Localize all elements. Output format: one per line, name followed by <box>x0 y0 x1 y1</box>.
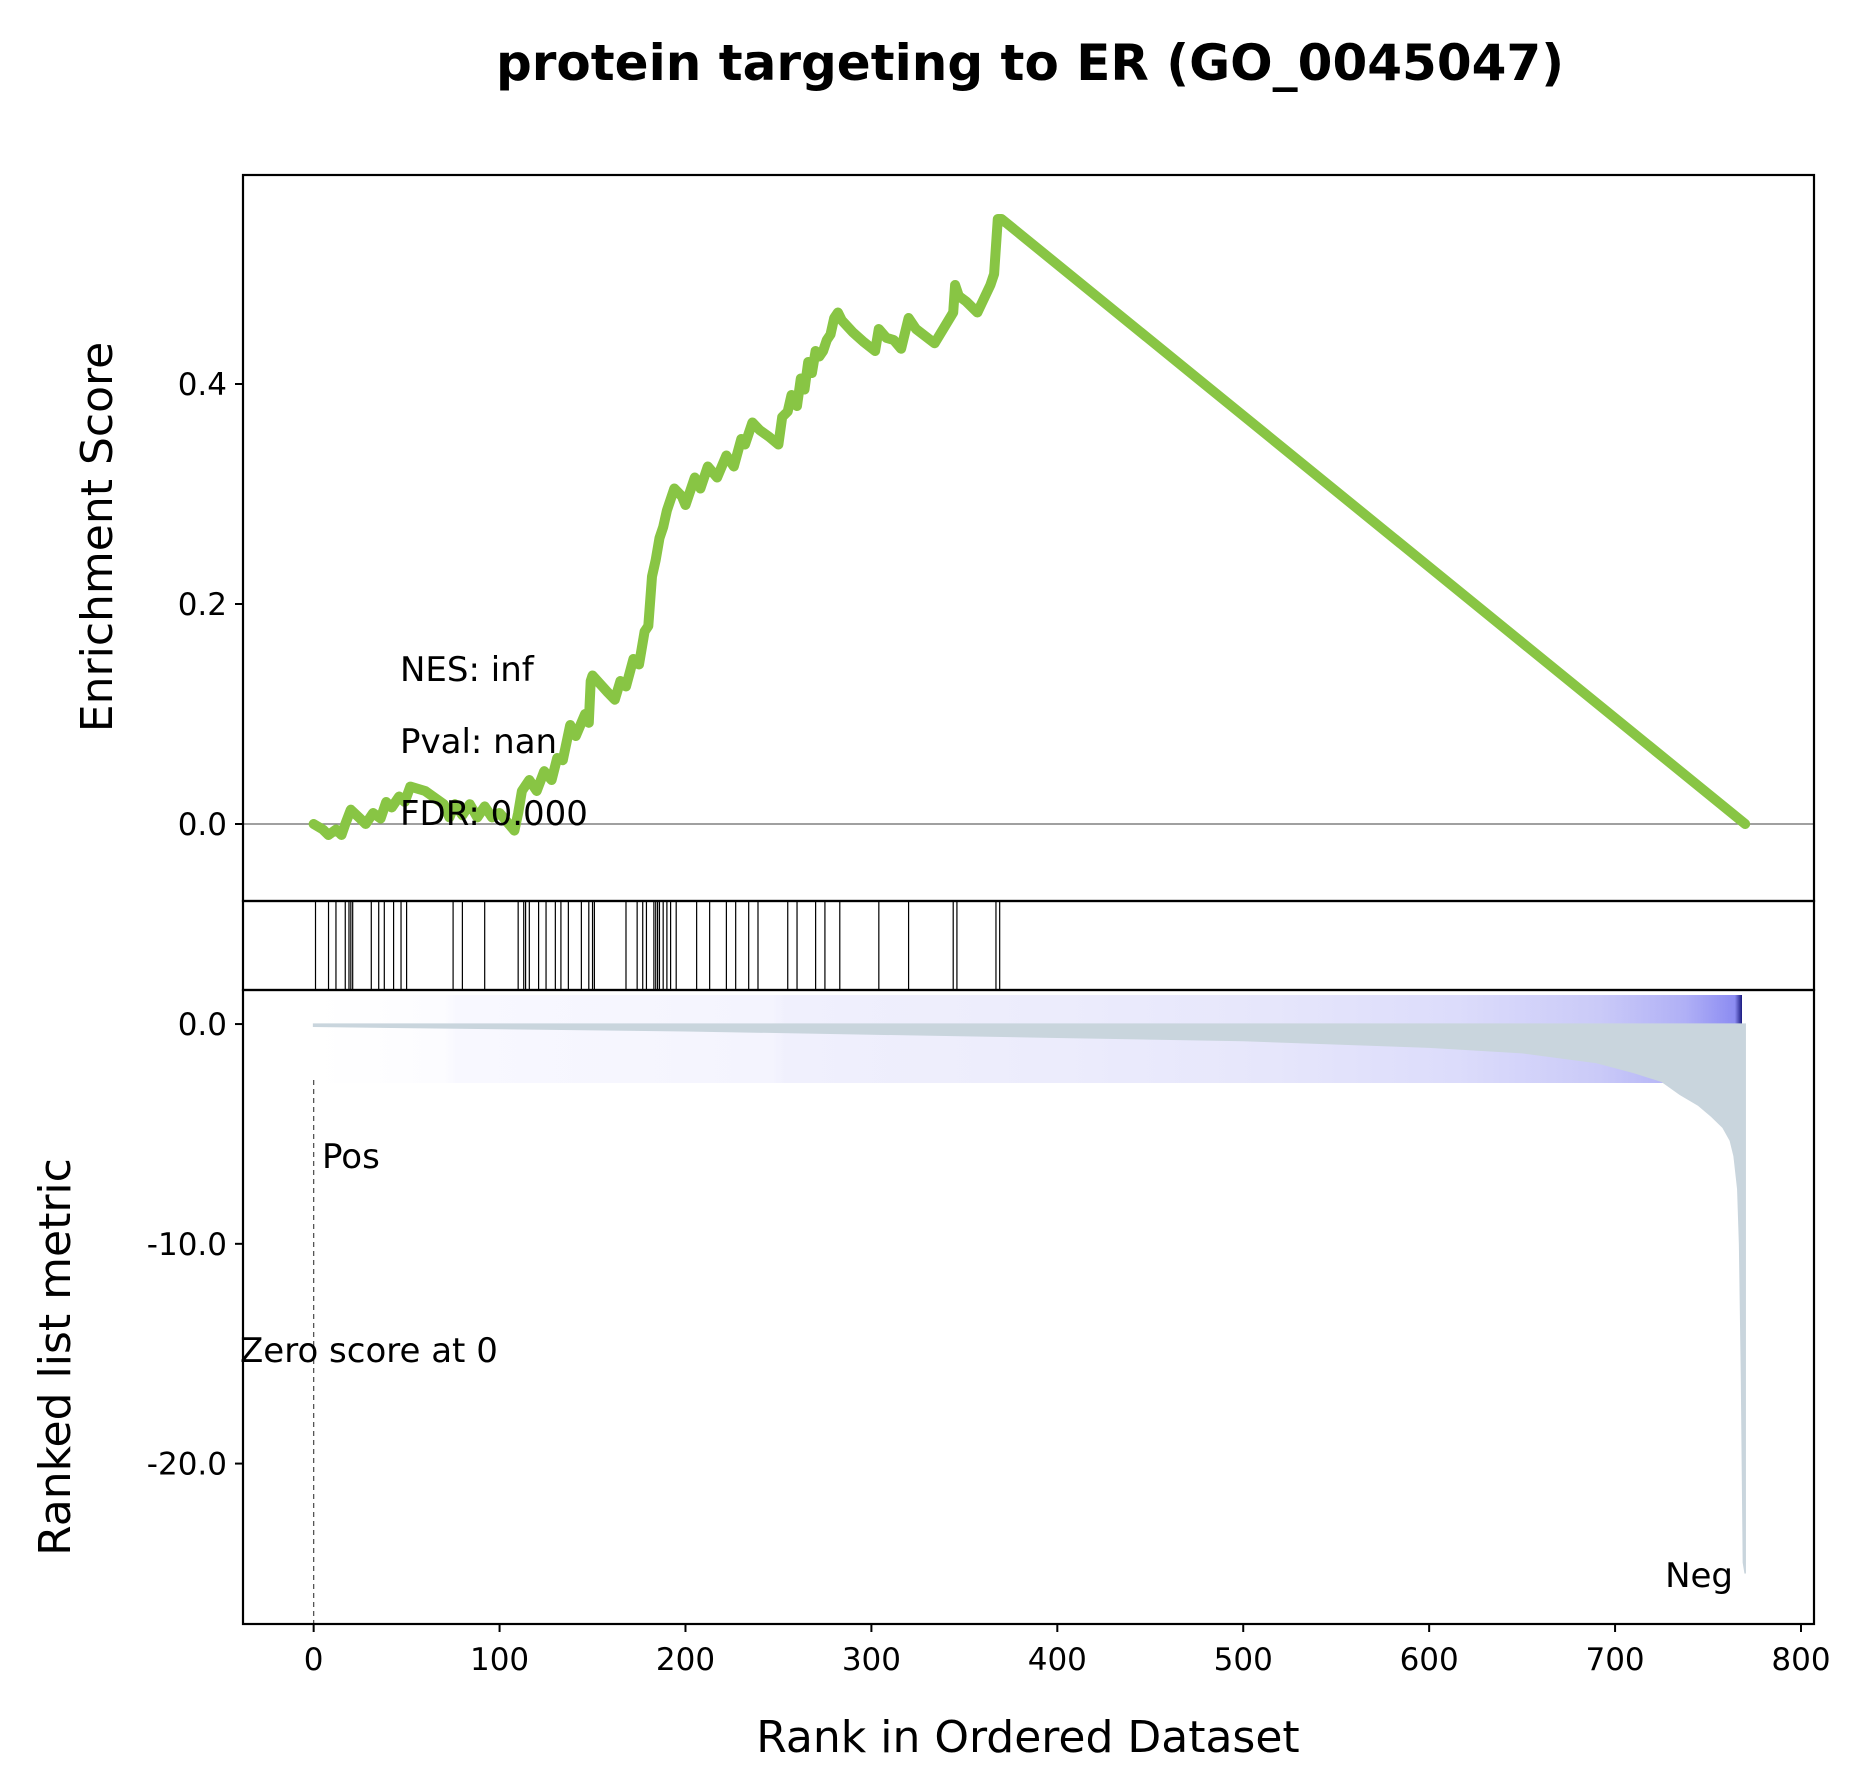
pos-label: Pos <box>322 1137 380 1177</box>
enrichment-panel: 0.0 0.2 0.4 Enrichment Score NES: inf Pval… <box>72 173 1816 903</box>
neg-label: Neg <box>1665 1556 1733 1596</box>
pval-annotation: Pval: nan <box>400 722 557 762</box>
x-tick-label: 800 <box>1771 1642 1830 1678</box>
ranked-metric-panel: Zero score at 0 Pos Neg 0.0 -10.0 -20.0 0 1… <box>30 988 1831 1763</box>
x-tick-label: 500 <box>1214 1642 1273 1678</box>
x-tick-label: 0 <box>304 1642 324 1678</box>
x-tick-label: 600 <box>1400 1642 1459 1678</box>
ranked-metric-area <box>312 1023 1746 1574</box>
x-ticks: 0 100 200 300 400 500 600 700 800 <box>304 1624 1831 1678</box>
es-y-tick-label: 0.2 <box>178 587 227 623</box>
fdr-annotation: FDR: 0.000 <box>400 794 588 834</box>
chart-title: protein targeting to ER (GO_0045047) <box>496 34 1564 92</box>
gene-hit-marks <box>314 901 1001 990</box>
x-tick-label: 400 <box>1028 1642 1087 1678</box>
rm-panel-frame <box>241 988 1816 1626</box>
hits-panel-frame <box>241 899 1816 992</box>
es-y-tick-label: 0.4 <box>178 367 227 403</box>
enrichment-score-line <box>308 214 1751 840</box>
es-series-line <box>308 214 1751 840</box>
es-y-axis-label: Enrichment Score <box>72 342 123 732</box>
es-y-ticks: 0.0 0.2 0.4 <box>178 367 243 843</box>
x-axis-label: Rank in Ordered Dataset <box>756 1712 1299 1763</box>
rm-y-tick-label: -20.0 <box>147 1447 227 1483</box>
rm-y-axis-label: Ranked list metric <box>30 1158 81 1556</box>
es-y-tick-label: 0.0 <box>178 807 227 843</box>
rm-y-ticks: 0.0 -10.0 -20.0 <box>147 1007 243 1483</box>
x-tick-label: 100 <box>470 1642 529 1678</box>
hits-panel <box>241 899 1816 992</box>
rm-y-tick-label: 0.0 <box>178 1007 227 1043</box>
rm-y-tick-label: -10.0 <box>147 1227 227 1263</box>
x-tick-label: 700 <box>1585 1642 1644 1678</box>
x-tick-label: 200 <box>656 1642 715 1678</box>
x-tick-label: 300 <box>842 1642 901 1678</box>
es-panel-frame <box>241 173 1816 903</box>
ranked-metric-fill <box>312 1023 1746 1574</box>
zero-score-annotation: Zero score at 0 <box>240 1331 498 1371</box>
nes-annotation: NES: inf <box>400 650 535 690</box>
